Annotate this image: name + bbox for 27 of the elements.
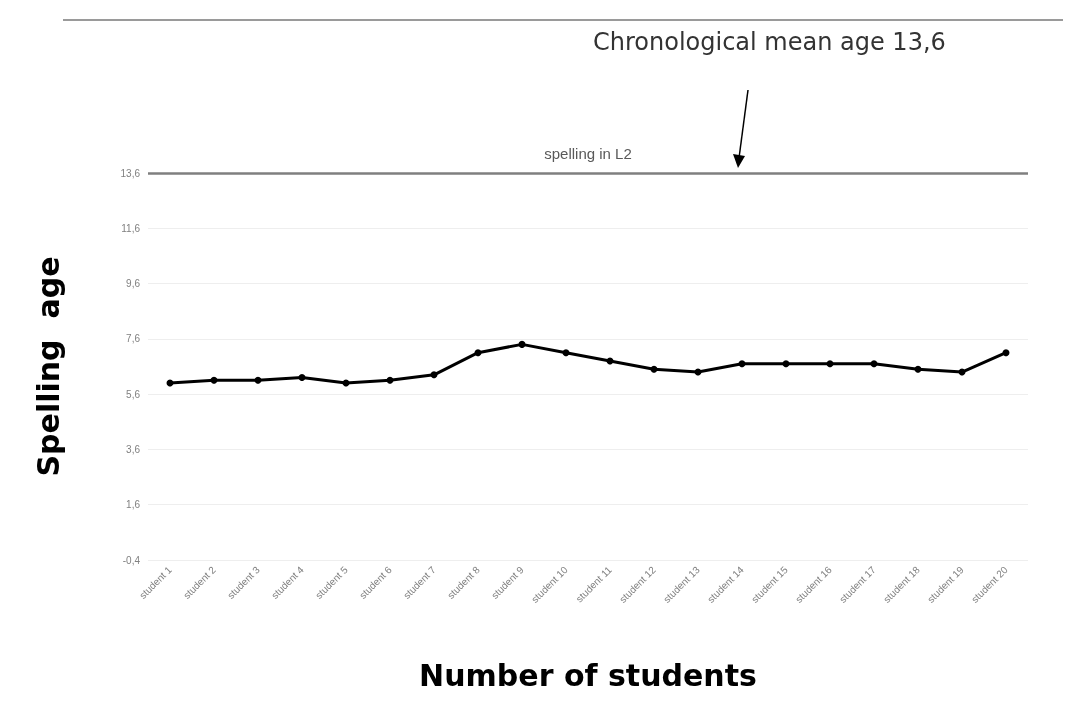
point (210, 376, 218, 384)
point (870, 360, 878, 368)
y-axis-title: Spelling age (30, 256, 66, 477)
y-tick-label: 5,6 (126, 388, 141, 400)
y-tick-label: 13,6 (120, 167, 141, 179)
point (474, 349, 482, 357)
point (254, 376, 262, 384)
y-tick-label: 9,6 (126, 278, 141, 290)
y-tick-label: 11,6 (121, 222, 141, 234)
point (650, 365, 658, 373)
point (914, 365, 922, 373)
point (782, 360, 790, 368)
ref-line-label: spelling in L2 (544, 145, 632, 162)
point (562, 349, 570, 357)
point (518, 340, 526, 348)
point (1002, 349, 1010, 357)
y-tick-label: 1,6 (126, 499, 141, 511)
point (738, 360, 746, 368)
y-tick-label: 3,6 (126, 443, 141, 455)
y-tick-label: -0,4 (122, 554, 141, 566)
point (826, 360, 834, 368)
point (298, 374, 306, 382)
x-axis-title: Number of students (419, 657, 757, 693)
text: Chronological mean age 13,6 (593, 28, 946, 56)
y-tick-label: 7,6 (126, 333, 141, 345)
point (386, 376, 394, 384)
point (430, 371, 438, 379)
